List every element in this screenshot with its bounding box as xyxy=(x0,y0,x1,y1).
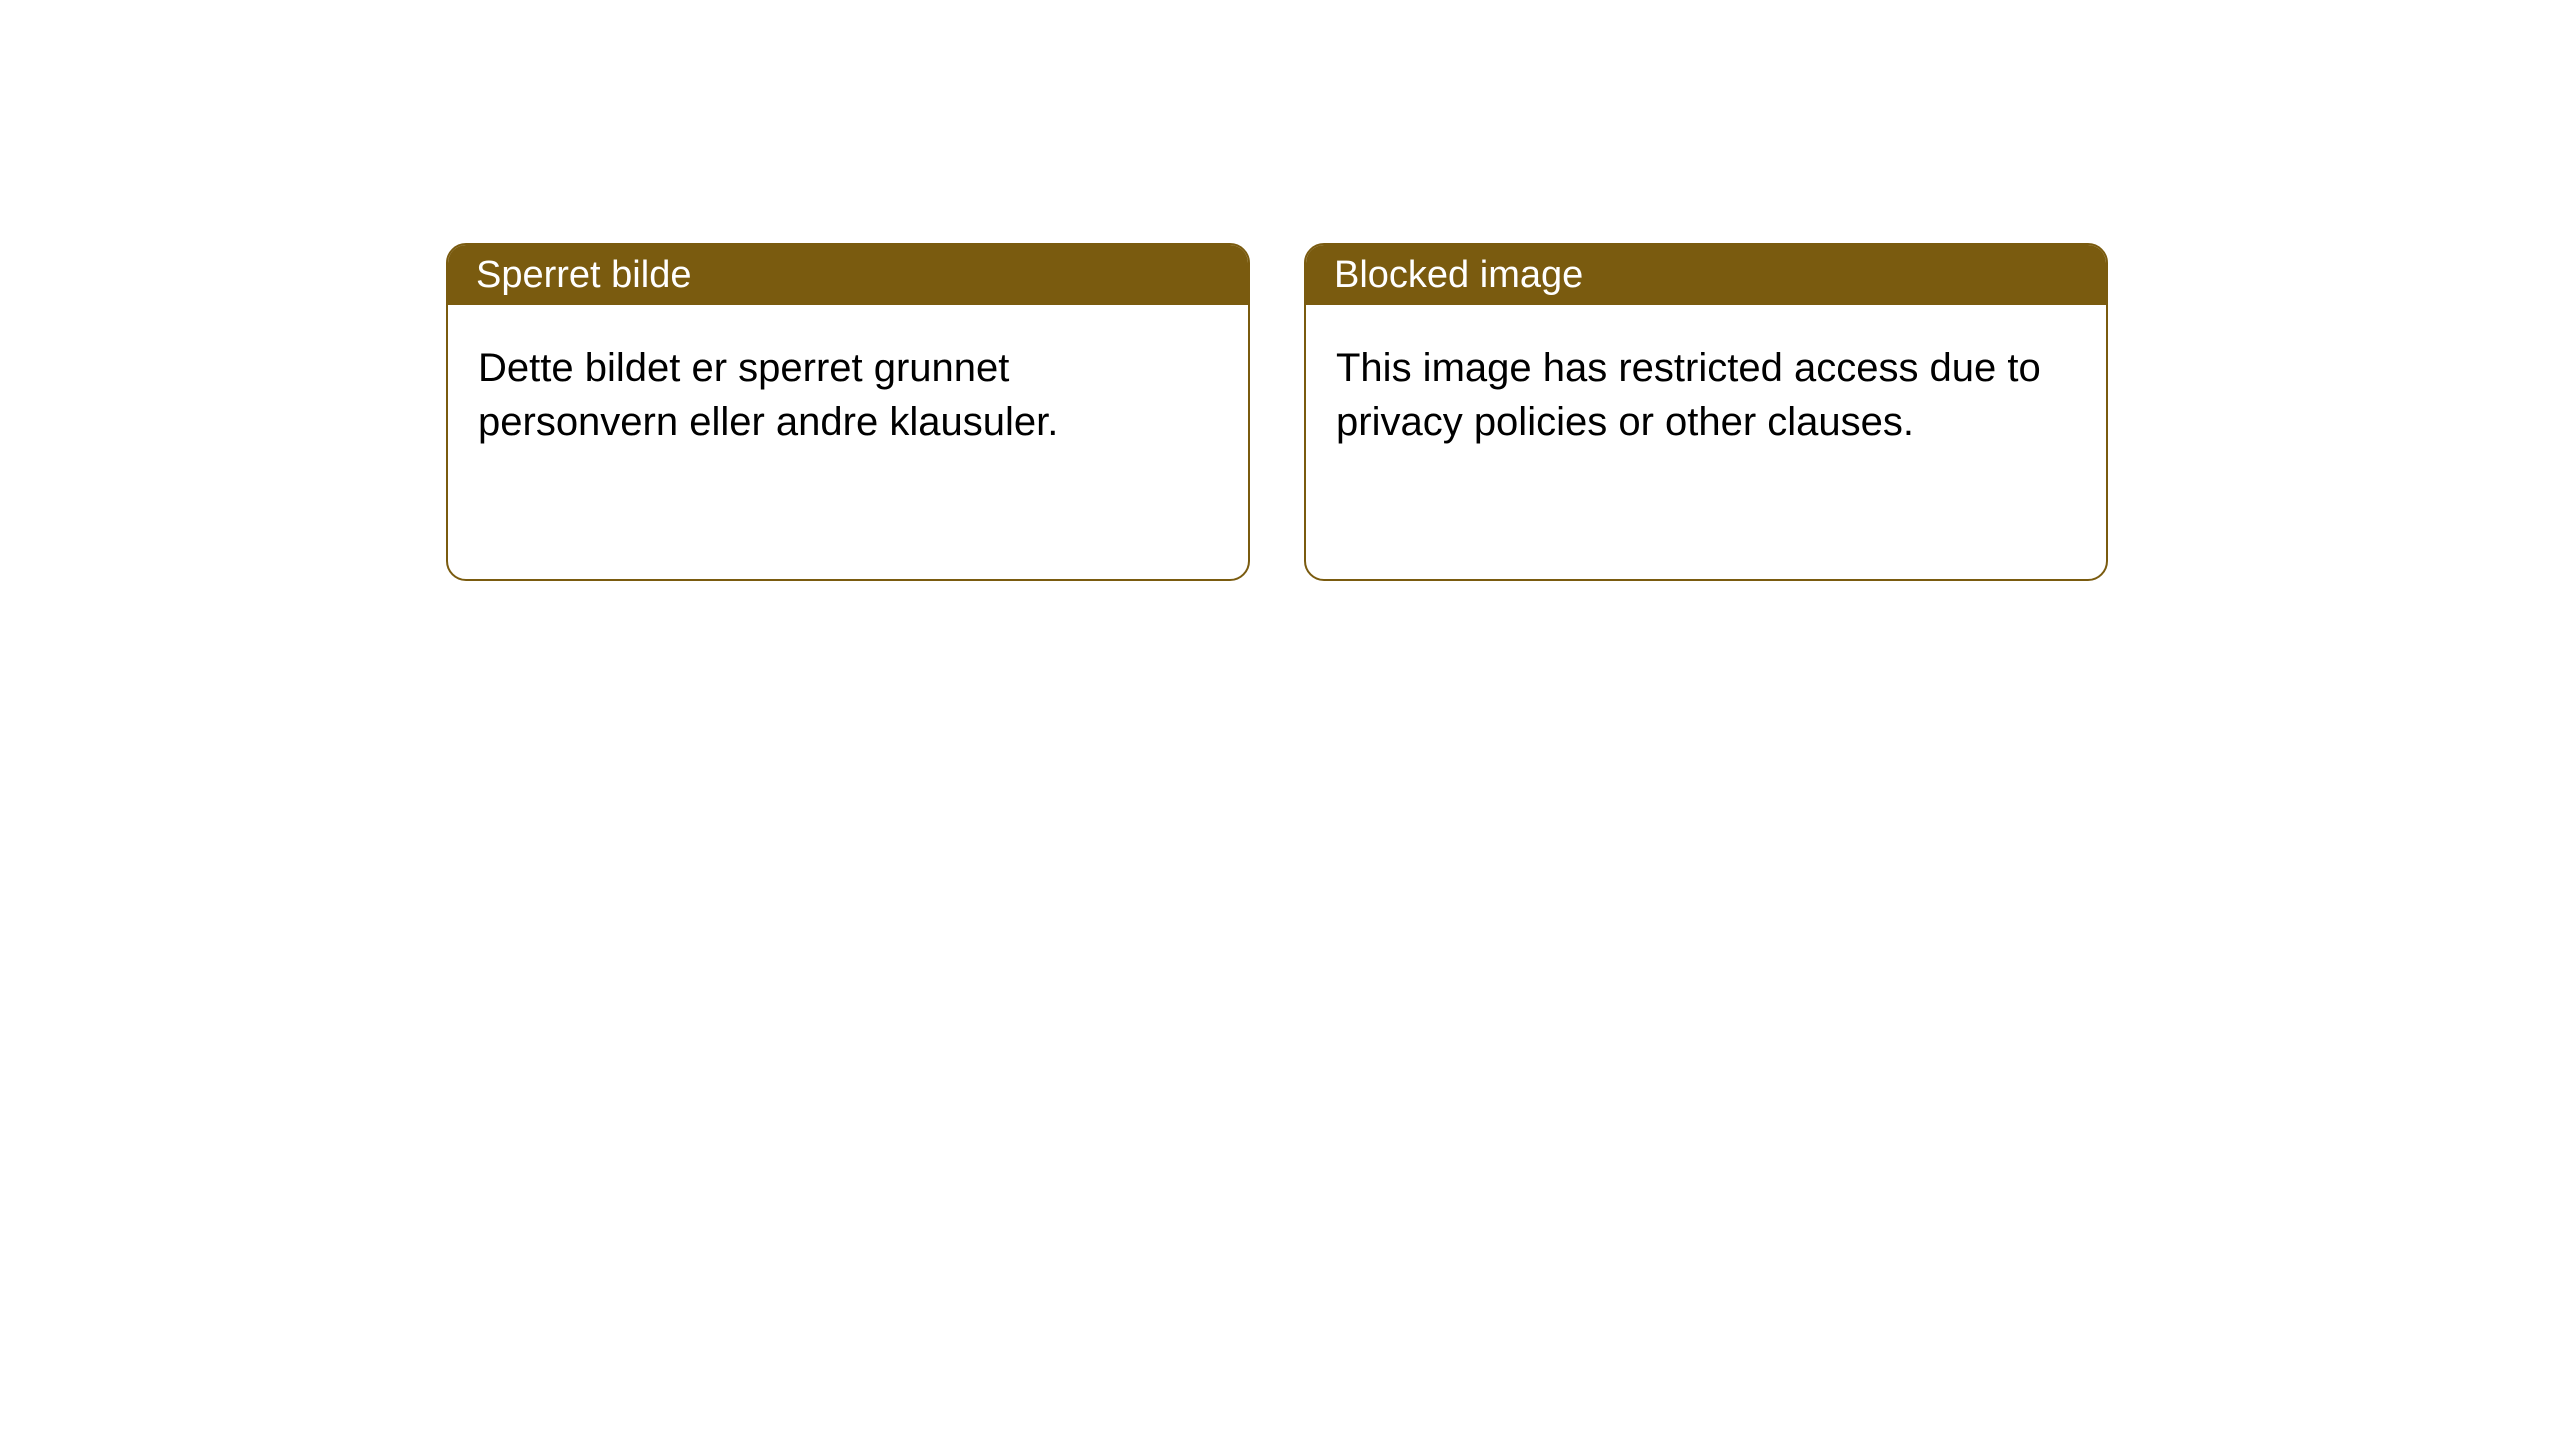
notice-card-text: Dette bildet er sperret grunnet personve… xyxy=(478,346,1058,444)
notice-row: Sperret bilde Dette bildet er sperret gr… xyxy=(446,243,2108,581)
notice-card-body: Dette bildet er sperret grunnet personve… xyxy=(448,305,1248,449)
notice-card-header: Sperret bilde xyxy=(448,245,1248,305)
notice-card-title: Sperret bilde xyxy=(476,254,691,297)
notice-card-header: Blocked image xyxy=(1306,245,2106,305)
notice-card-text: This image has restricted access due to … xyxy=(1336,346,2041,444)
notice-card-body: This image has restricted access due to … xyxy=(1306,305,2106,449)
notice-card-en: Blocked image This image has restricted … xyxy=(1304,243,2108,581)
notice-card-no: Sperret bilde Dette bildet er sperret gr… xyxy=(446,243,1250,581)
notice-card-title: Blocked image xyxy=(1334,254,1583,297)
